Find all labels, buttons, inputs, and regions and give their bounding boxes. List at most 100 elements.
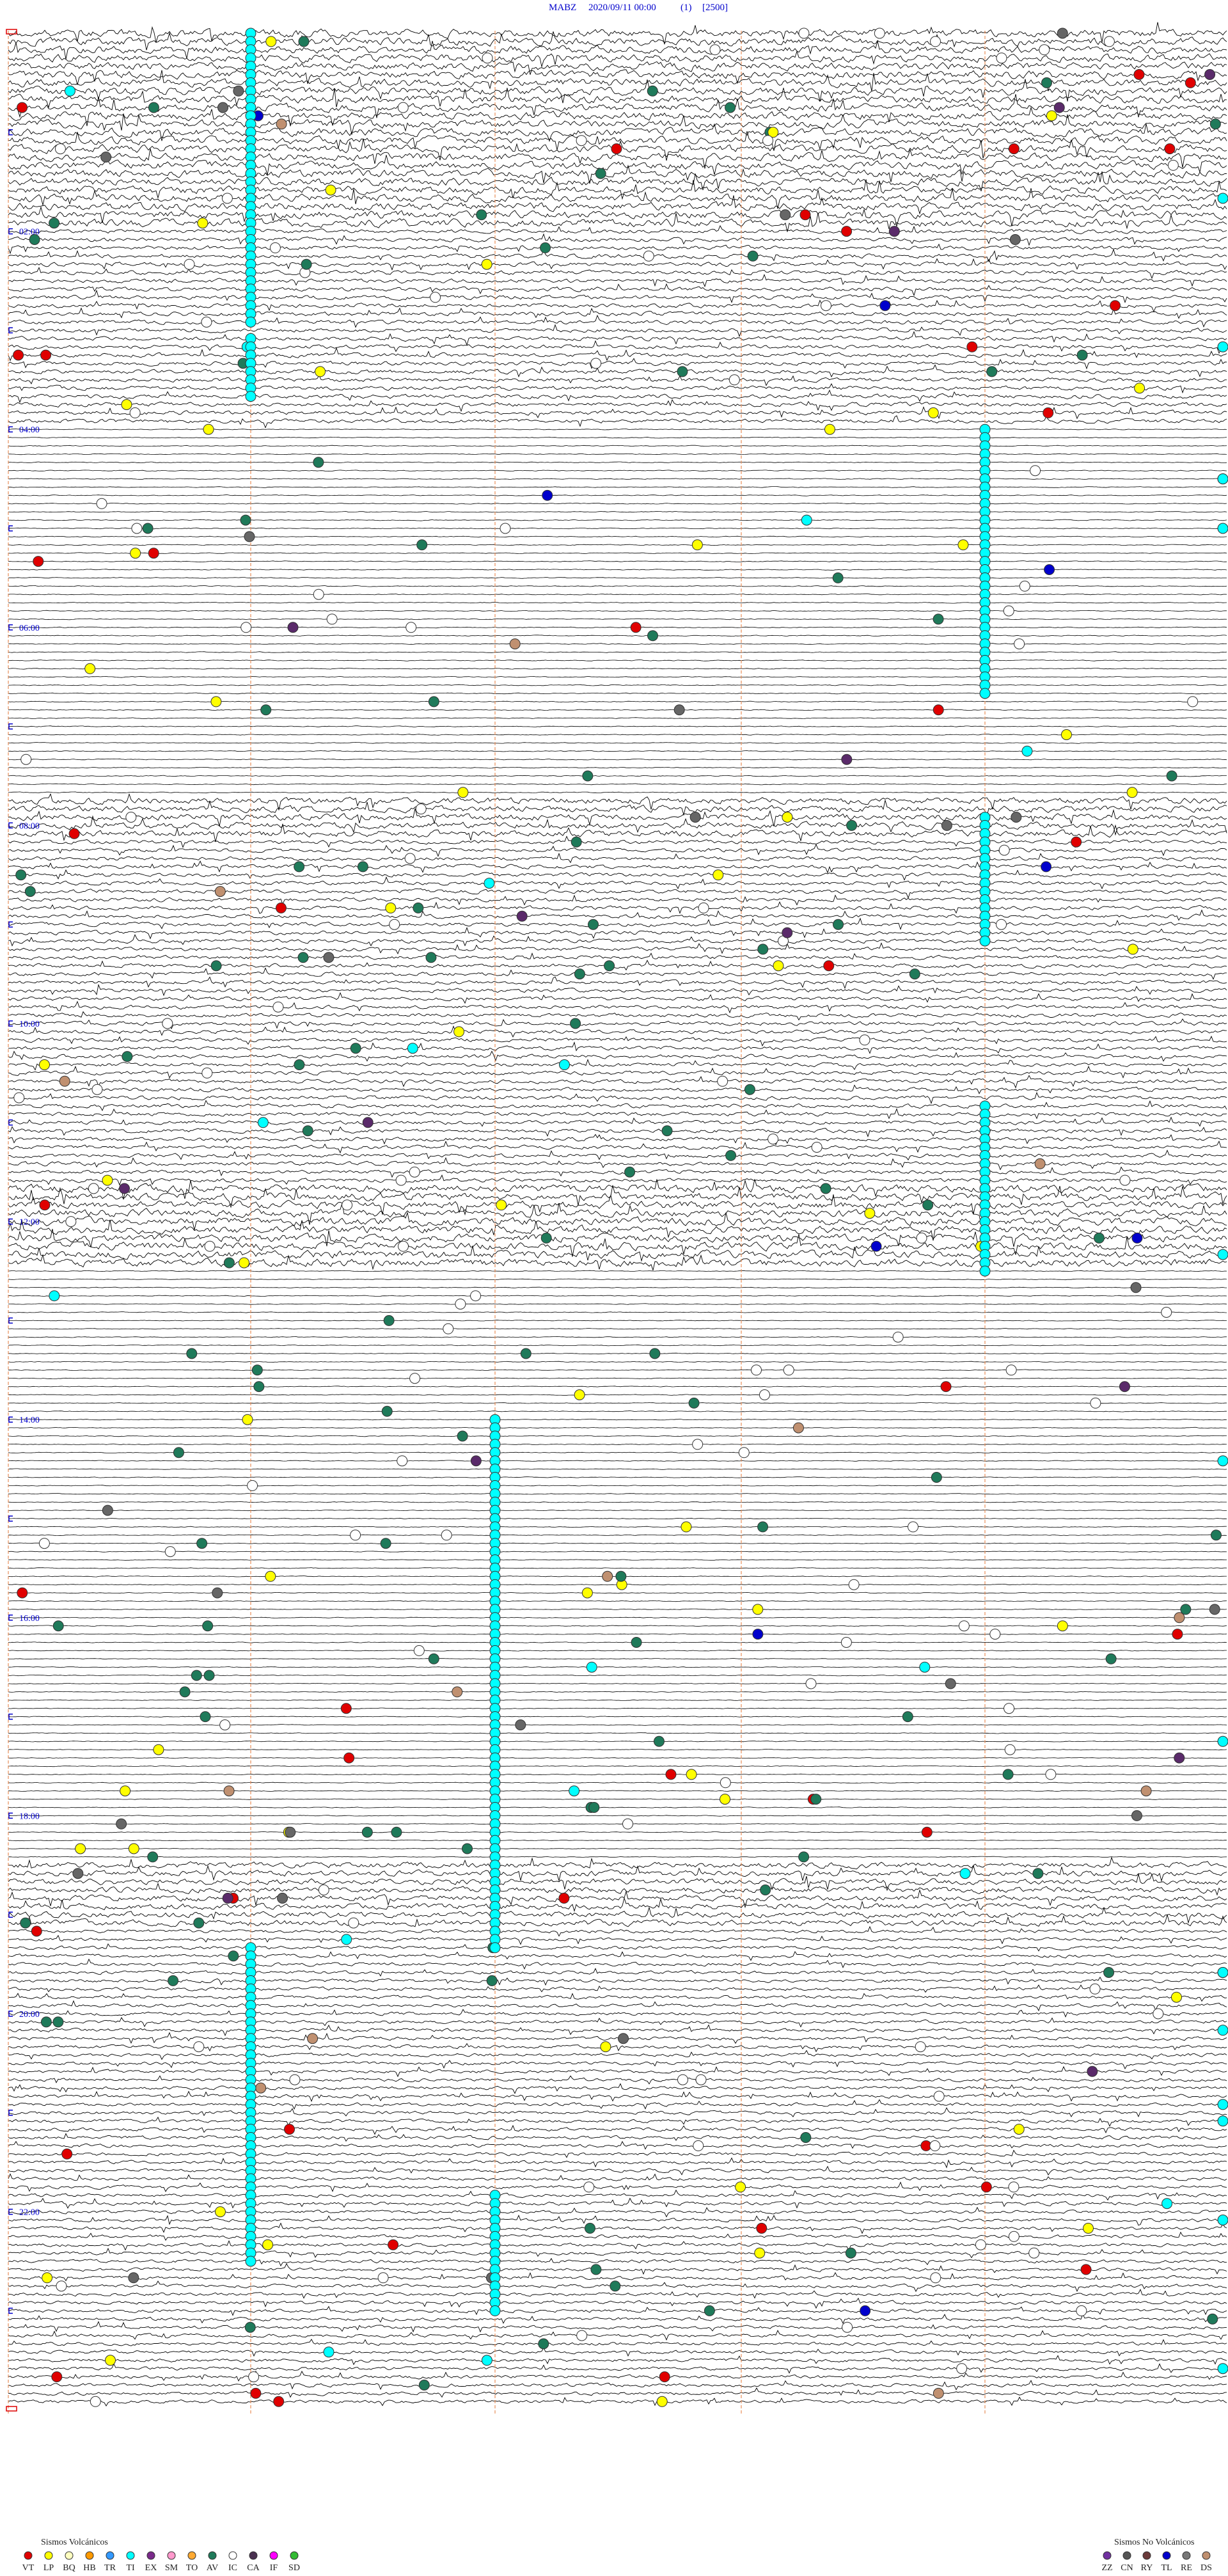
- event: [833, 919, 844, 930]
- event: [197, 217, 209, 229]
- event: [52, 1620, 64, 1632]
- hour-mark: [8, 1020, 13, 1027]
- trace: [8, 233, 1227, 246]
- event: [204, 1240, 216, 1252]
- event: [275, 902, 287, 913]
- event: [1174, 1612, 1185, 1624]
- event: [1217, 341, 1228, 352]
- trace: [8, 1166, 1227, 1178]
- legend-marker: [187, 2551, 196, 2560]
- event: [481, 258, 492, 270]
- trace: [8, 2017, 1227, 2028]
- event: [269, 242, 281, 253]
- event: [752, 1604, 764, 1615]
- event: [49, 217, 60, 229]
- trace: [8, 983, 1227, 997]
- trace: [8, 741, 1227, 744]
- legend-label: CN: [1121, 2563, 1133, 2573]
- trace: [8, 1245, 1227, 1262]
- trace: [8, 569, 1227, 571]
- legend-label: RY: [1141, 2563, 1153, 2573]
- event: [800, 2132, 812, 2143]
- event: [647, 630, 659, 642]
- hour-mark: [8, 723, 13, 730]
- event: [128, 2272, 139, 2284]
- trace: [8, 406, 1227, 420]
- event: [212, 1587, 223, 1599]
- event: [39, 1199, 51, 1211]
- event: [757, 1521, 769, 1533]
- legend-title: Sismos No Volcánicos: [1114, 2538, 1195, 2547]
- event: [520, 1348, 531, 1359]
- event: [326, 613, 338, 625]
- event: [1217, 2025, 1228, 2036]
- event: [692, 1439, 704, 1450]
- event: [164, 1546, 176, 1558]
- trace: [8, 2387, 1227, 2398]
- trace: [8, 1402, 1227, 1404]
- trace: [8, 909, 1227, 921]
- trace: [8, 1873, 1227, 1892]
- trace: [8, 717, 1227, 720]
- trace: [8, 775, 1227, 777]
- corner-mark: [6, 2406, 17, 2412]
- trace: [8, 700, 1227, 703]
- event: [148, 102, 159, 113]
- event: [588, 1802, 600, 1813]
- event: [1131, 1810, 1142, 1821]
- time-label: 06:00: [19, 624, 40, 633]
- event: [29, 234, 40, 245]
- station: MABZ: [549, 3, 576, 13]
- event: [1089, 1983, 1101, 1995]
- trace: [8, 1254, 1227, 1272]
- event: [342, 1199, 353, 1211]
- trace: [8, 1075, 1227, 1089]
- event: [1009, 234, 1021, 245]
- legend-marker: [1122, 2551, 1131, 2560]
- event: [61, 2148, 73, 2160]
- event: [40, 349, 52, 361]
- event: [933, 2090, 945, 2102]
- event: [240, 622, 252, 633]
- trace: [8, 2181, 1227, 2192]
- trace: [8, 50, 1227, 68]
- event: [245, 317, 256, 328]
- legend-label: RE: [1181, 2563, 1192, 2573]
- trace: [8, 2313, 1227, 2325]
- trace: [8, 577, 1227, 579]
- trace: [8, 461, 1227, 464]
- event: [202, 1620, 214, 1632]
- trace: [8, 1934, 1227, 1945]
- trace: [8, 1377, 1227, 1379]
- event: [515, 1719, 526, 1730]
- event: [1153, 2008, 1164, 2019]
- event: [979, 935, 991, 947]
- event: [1130, 1282, 1142, 1293]
- trace: [8, 2272, 1227, 2282]
- trace: [8, 734, 1227, 736]
- event: [630, 622, 642, 633]
- event: [418, 2380, 430, 2390]
- trace: [8, 2043, 1227, 2053]
- event: [1126, 787, 1138, 798]
- event: [272, 1001, 284, 1013]
- trace: [8, 2124, 1227, 2135]
- event: [54, 143, 66, 155]
- event: [590, 358, 602, 369]
- event: [1060, 729, 1072, 740]
- event: [538, 2338, 549, 2350]
- trace: [8, 1856, 1227, 1858]
- event: [966, 341, 978, 352]
- event: [484, 878, 495, 889]
- trace: [8, 643, 1227, 645]
- event: [1134, 383, 1145, 394]
- trace: [8, 1950, 1227, 1961]
- trace: [8, 750, 1227, 752]
- event: [200, 1711, 211, 1723]
- trace: [8, 1410, 1227, 1412]
- event: [1057, 28, 1068, 39]
- event: [240, 514, 251, 526]
- event: [119, 1183, 130, 1194]
- event: [1217, 1967, 1228, 1978]
- trace: [8, 2305, 1227, 2316]
